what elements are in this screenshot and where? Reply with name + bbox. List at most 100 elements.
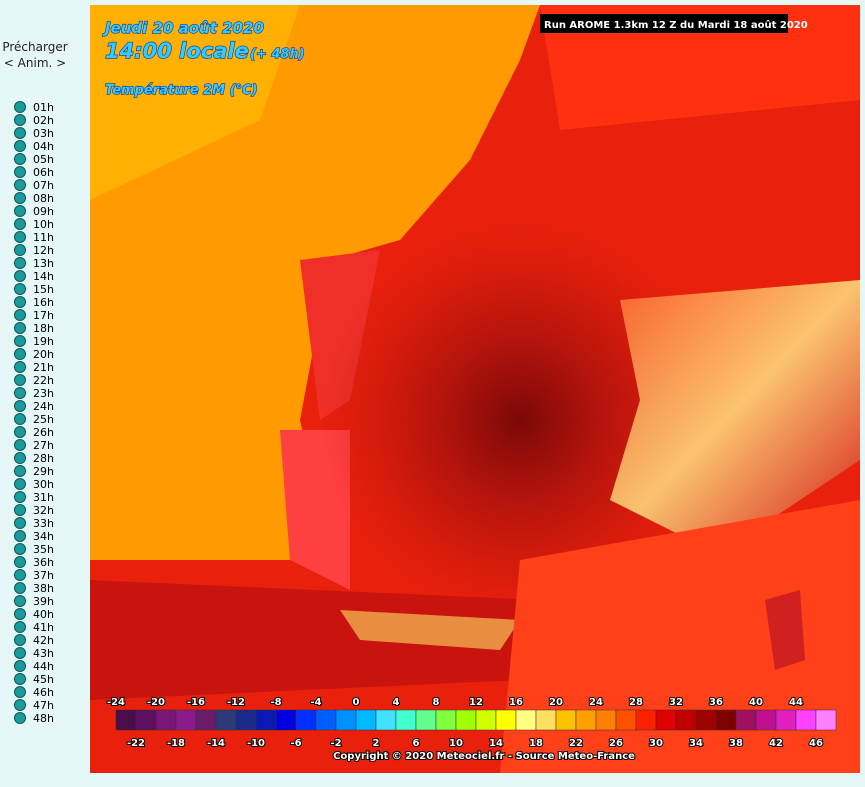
- hour-dot[interactable]: [14, 283, 26, 295]
- hour-dot[interactable]: [14, 140, 26, 152]
- hour-link[interactable]: 47h: [33, 699, 54, 712]
- anim-link[interactable]: < Anim. >: [3, 56, 67, 70]
- hour-link[interactable]: 33h: [33, 517, 54, 530]
- hour-dot[interactable]: [14, 491, 26, 503]
- hour-link[interactable]: 06h: [33, 166, 54, 179]
- hour-dot[interactable]: [14, 296, 26, 308]
- hour-dot[interactable]: [14, 621, 26, 633]
- hour-dot[interactable]: [14, 387, 26, 399]
- hour-dot[interactable]: [14, 530, 26, 542]
- hour-dot[interactable]: [14, 257, 26, 269]
- hour-link[interactable]: 13h: [33, 257, 54, 270]
- hour-dot[interactable]: [14, 205, 26, 217]
- hour-link[interactable]: 22h: [33, 374, 54, 387]
- hour-link[interactable]: 18h: [33, 322, 54, 335]
- hour-link[interactable]: 05h: [33, 153, 54, 166]
- hour-dot[interactable]: [14, 582, 26, 594]
- hour-dot[interactable]: [14, 504, 26, 516]
- hour-link[interactable]: 20h: [33, 348, 54, 361]
- hour-dot[interactable]: [14, 218, 26, 230]
- hour-dot[interactable]: [14, 478, 26, 490]
- hour-dot[interactable]: [14, 699, 26, 711]
- hour-link[interactable]: 46h: [33, 686, 54, 699]
- hour-dot[interactable]: [14, 114, 26, 126]
- hour-dot[interactable]: [14, 244, 26, 256]
- preload-link[interactable]: Précharger: [2, 40, 68, 54]
- hour-link[interactable]: 25h: [33, 413, 54, 426]
- hour-dot[interactable]: [14, 400, 26, 412]
- hour-dot[interactable]: [14, 166, 26, 178]
- hour-link[interactable]: 27h: [33, 439, 54, 452]
- hour-link[interactable]: 19h: [33, 335, 54, 348]
- hour-link[interactable]: 21h: [33, 361, 54, 374]
- hour-link[interactable]: 30h: [33, 478, 54, 491]
- hour-link[interactable]: 17h: [33, 309, 54, 322]
- hour-dot[interactable]: [14, 322, 26, 334]
- hour-link[interactable]: 41h: [33, 621, 54, 634]
- hour-link[interactable]: 26h: [33, 426, 54, 439]
- hour-link[interactable]: 40h: [33, 608, 54, 621]
- hour-dot[interactable]: [14, 608, 26, 620]
- hour-dot[interactable]: [14, 660, 26, 672]
- hour-link[interactable]: 37h: [33, 569, 54, 582]
- hour-dot[interactable]: [14, 673, 26, 685]
- hour-dot[interactable]: [14, 439, 26, 451]
- hour-dot[interactable]: [14, 595, 26, 607]
- hour-dot[interactable]: [14, 309, 26, 321]
- hour-dot[interactable]: [14, 231, 26, 243]
- hour-dot[interactable]: [14, 335, 26, 347]
- colorbar-swatch: [375, 709, 397, 731]
- hour-link[interactable]: 08h: [33, 192, 54, 205]
- hour-link[interactable]: 39h: [33, 595, 54, 608]
- hour-dot[interactable]: [14, 647, 26, 659]
- hour-link[interactable]: 14h: [33, 270, 54, 283]
- hour-link[interactable]: 35h: [33, 543, 54, 556]
- hour-dot[interactable]: [14, 686, 26, 698]
- hour-dot[interactable]: [14, 556, 26, 568]
- hour-link[interactable]: 10h: [33, 218, 54, 231]
- hour-dot[interactable]: [14, 543, 26, 555]
- hour-link[interactable]: 23h: [33, 387, 54, 400]
- hour-link[interactable]: 42h: [33, 634, 54, 647]
- hour-dot[interactable]: [14, 413, 26, 425]
- hour-dot[interactable]: [14, 569, 26, 581]
- hour-dot[interactable]: [14, 270, 26, 282]
- hour-link[interactable]: 11h: [33, 231, 54, 244]
- hour-link[interactable]: 07h: [33, 179, 54, 192]
- hour-dot[interactable]: [14, 153, 26, 165]
- hour-dot[interactable]: [14, 361, 26, 373]
- hour-link[interactable]: 01h: [33, 101, 54, 114]
- hour-dot[interactable]: [14, 348, 26, 360]
- hour-link[interactable]: 03h: [33, 127, 54, 140]
- hour-link[interactable]: 29h: [33, 465, 54, 478]
- hour-link[interactable]: 12h: [33, 244, 54, 257]
- hour-link[interactable]: 38h: [33, 582, 54, 595]
- hour-link[interactable]: 09h: [33, 205, 54, 218]
- hour-dot[interactable]: [14, 179, 26, 191]
- hour-dot[interactable]: [14, 452, 26, 464]
- hour-link[interactable]: 48h: [33, 712, 54, 725]
- hour-link[interactable]: 36h: [33, 556, 54, 569]
- hour-link[interactable]: 43h: [33, 647, 54, 660]
- hour-link[interactable]: 44h: [33, 660, 54, 673]
- hour-dot[interactable]: [14, 127, 26, 139]
- hour-dot[interactable]: [14, 712, 26, 724]
- hour-link[interactable]: 34h: [33, 530, 54, 543]
- hour-link[interactable]: 02h: [33, 114, 54, 127]
- hour-dot[interactable]: [14, 192, 26, 204]
- hour-link[interactable]: 15h: [33, 283, 54, 296]
- hour-link[interactable]: 32h: [33, 504, 54, 517]
- hour-link[interactable]: 45h: [33, 673, 54, 686]
- hour-dot[interactable]: [14, 374, 26, 386]
- hour-dot[interactable]: [14, 465, 26, 477]
- hour-link[interactable]: 28h: [33, 452, 54, 465]
- hour-link[interactable]: 31h: [33, 491, 54, 504]
- weather-map: [90, 5, 860, 773]
- hour-link[interactable]: 24h: [33, 400, 54, 413]
- hour-link[interactable]: 16h: [33, 296, 54, 309]
- hour-dot[interactable]: [14, 634, 26, 646]
- hour-dot[interactable]: [14, 517, 26, 529]
- hour-link[interactable]: 04h: [33, 140, 54, 153]
- hour-dot[interactable]: [14, 426, 26, 438]
- hour-dot[interactable]: [14, 101, 26, 113]
